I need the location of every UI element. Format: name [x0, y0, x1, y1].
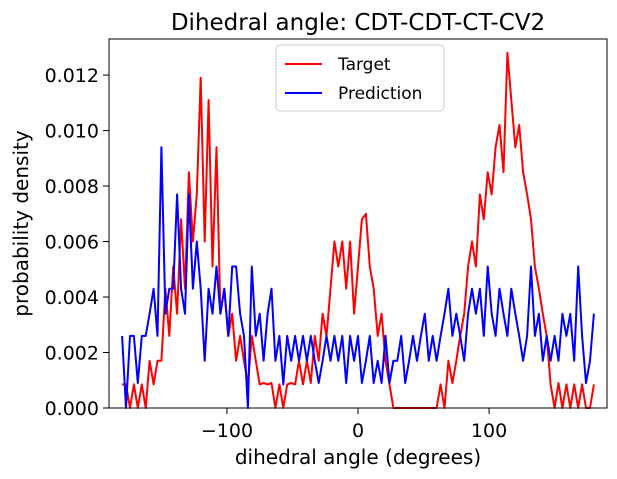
- x-tick-label: 100: [471, 420, 507, 442]
- y-tick-label: 0.012: [45, 65, 99, 87]
- y-axis-label: probability density: [9, 130, 33, 317]
- x-tick-label: 0: [352, 420, 364, 442]
- x-axis-ticks: −100 0 100: [201, 408, 507, 442]
- chart-title: Dihedral angle: CDT-CDT-CT-CV2: [171, 10, 545, 36]
- legend: Target Prediction: [275, 44, 445, 112]
- series-layer: [121, 51, 595, 409]
- legend-box: [275, 44, 445, 112]
- y-tick-label: 0.004: [45, 287, 99, 309]
- y-tick-label: 0.008: [45, 176, 99, 198]
- y-axis-ticks: 0.000 0.002 0.004 0.006 0.008 0.010 0.012: [45, 65, 109, 420]
- y-tick-label: 0.000: [45, 398, 99, 420]
- y-tick-label: 0.006: [45, 232, 99, 254]
- y-tick-label: 0.002: [45, 343, 99, 365]
- legend-label-target: Target: [337, 55, 391, 75]
- legend-label-prediction: Prediction: [338, 84, 422, 104]
- series-line-prediction: [121, 146, 595, 409]
- series-line-target: [122, 51, 595, 409]
- y-tick-label: 0.010: [45, 121, 99, 143]
- x-axis-label: dihedral angle (degrees): [235, 445, 481, 469]
- x-tick-label: −100: [201, 420, 253, 442]
